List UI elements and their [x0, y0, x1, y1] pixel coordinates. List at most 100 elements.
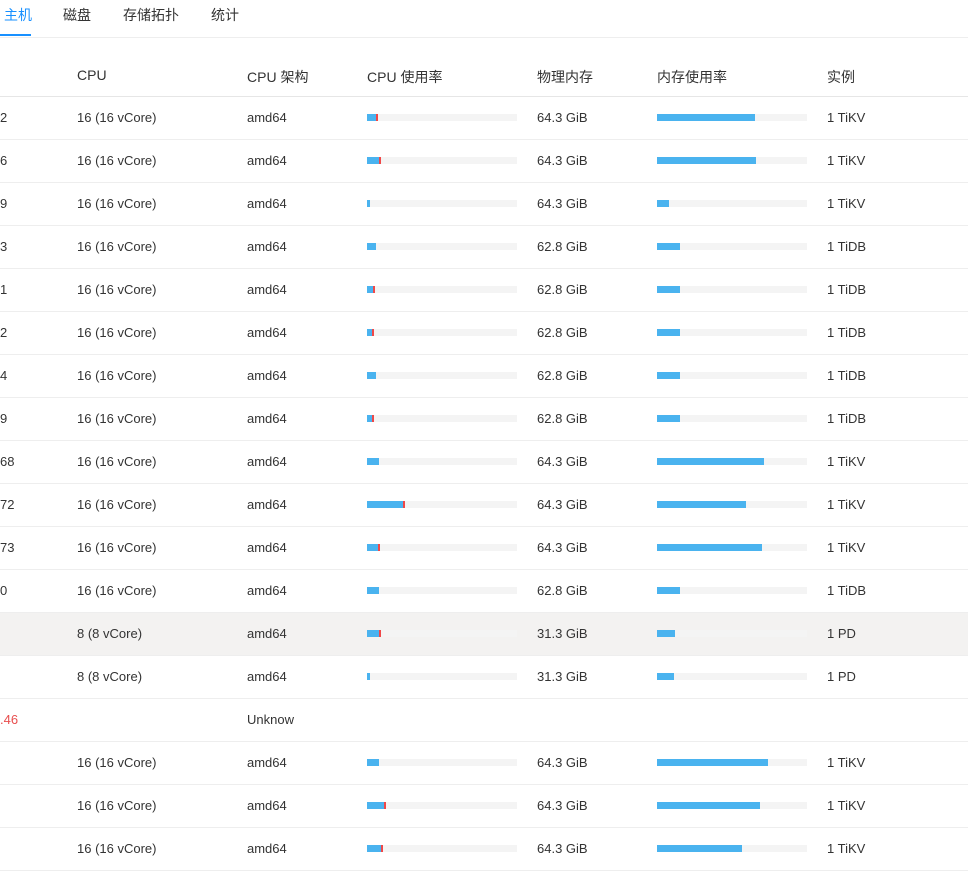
memory-usage-bar	[657, 544, 807, 551]
tab-disks[interactable]: 磁盘	[63, 7, 91, 23]
instance-count: 1 TiKV	[827, 540, 866, 555]
cpu-usage-bar	[367, 759, 517, 766]
table-row[interactable]: 72 16 (16 vCore) amd64 64.3 GiB 1 TiKV	[0, 484, 968, 527]
cpu-architecture: amd64	[247, 755, 287, 770]
cpu-cores: 16 (16 vCore)	[77, 239, 157, 254]
instance-count: 1 TiKV	[827, 454, 866, 469]
cpu-usage-bar	[367, 845, 517, 852]
column-header-memory[interactable]: 物理内存	[537, 69, 593, 85]
cpu-architecture: amd64	[247, 540, 287, 555]
memory-usage-bar	[657, 114, 807, 121]
cpu-cores: 16 (16 vCore)	[77, 282, 157, 297]
host-address: 3	[0, 239, 8, 254]
memory-usage-bar	[657, 587, 807, 594]
physical-memory: 31.3 GiB	[537, 626, 588, 641]
table-row[interactable]: 4 16 (16 vCore) amd64 62.8 GiB 1 TiDB	[0, 355, 968, 398]
cpu-usage-fill	[367, 415, 372, 422]
cpu-cores: 16 (16 vCore)	[77, 454, 157, 469]
table-row[interactable]: 16 (16 vCore) amd64 64.3 GiB 1 TiKV	[0, 828, 968, 871]
tab-bar: 主机 磁盘 存储拓扑 统计	[0, 0, 968, 38]
column-header-cpu-arch[interactable]: CPU 架构	[247, 69, 309, 85]
cpu-cores: 16 (16 vCore)	[77, 755, 157, 770]
memory-usage-bar	[657, 157, 807, 164]
table-row[interactable]: 8 (8 vCore) amd64 31.3 GiB 1 PD	[0, 656, 968, 699]
cpu-architecture: amd64	[247, 153, 287, 168]
table-row[interactable]: 16 (16 vCore) amd64 64.3 GiB 1 TiKV	[0, 785, 968, 828]
host-address: 2	[0, 110, 8, 125]
physical-memory: 64.3 GiB	[537, 755, 588, 770]
memory-usage-fill	[657, 286, 680, 293]
instance-count: 1 PD	[827, 626, 856, 641]
cpu-usage-fill	[367, 501, 403, 508]
memory-usage-bar	[657, 802, 807, 809]
cpu-cores: 16 (16 vCore)	[77, 325, 157, 340]
cpu-cores: 8 (8 vCore)	[77, 669, 143, 684]
memory-usage-bar	[657, 243, 807, 250]
column-header-cpu[interactable]: CPU	[77, 67, 107, 83]
instance-count: 1 TiKV	[827, 497, 866, 512]
cpu-system-usage-fill	[381, 845, 383, 852]
cpu-cores: 8 (8 vCore)	[77, 626, 143, 641]
memory-usage-bar	[657, 286, 807, 293]
memory-usage-bar	[657, 845, 807, 852]
memory-usage-fill	[657, 673, 674, 680]
cpu-usage-fill	[367, 329, 372, 336]
memory-usage-fill	[657, 114, 755, 121]
table-row[interactable]: 68 16 (16 vCore) amd64 64.3 GiB 1 TiKV	[0, 441, 968, 484]
table-row[interactable]: 8 (8 vCore) amd64 31.3 GiB 1 PD	[0, 613, 968, 656]
host-address: 6	[0, 153, 8, 168]
host-address: 2	[0, 325, 8, 340]
memory-usage-fill	[657, 415, 680, 422]
memory-usage-fill	[657, 587, 680, 594]
cpu-usage-bar	[367, 329, 517, 336]
table-row[interactable]: 6 16 (16 vCore) amd64 64.3 GiB 1 TiKV	[0, 140, 968, 183]
physical-memory: 62.8 GiB	[537, 325, 588, 340]
memory-usage-bar	[657, 458, 807, 465]
host-address: 4	[0, 368, 8, 383]
column-header-memory-usage[interactable]: 内存使用率	[657, 69, 727, 85]
cpu-cores: 16 (16 vCore)	[77, 368, 157, 383]
cpu-usage-bar	[367, 114, 517, 121]
table-row[interactable]: 16 (16 vCore) amd64 64.3 GiB 1 TiKV	[0, 742, 968, 785]
physical-memory: 62.8 GiB	[537, 583, 588, 598]
cpu-architecture: amd64	[247, 497, 287, 512]
table-row[interactable]: 73 16 (16 vCore) amd64 64.3 GiB 1 TiKV	[0, 527, 968, 570]
tab-statistics[interactable]: 统计	[211, 7, 239, 23]
instance-count: 1 TiDB	[827, 325, 867, 340]
cpu-architecture: amd64	[247, 110, 287, 125]
table-row[interactable]: 3 16 (16 vCore) amd64 62.8 GiB 1 TiDB	[0, 226, 968, 269]
table-row[interactable]: 2 16 (16 vCore) amd64 64.3 GiB 1 TiKV	[0, 97, 968, 140]
memory-usage-fill	[657, 759, 768, 766]
table-row[interactable]: 2 16 (16 vCore) amd64 62.8 GiB 1 TiDB	[0, 312, 968, 355]
table-row[interactable]: 9 16 (16 vCore) amd64 64.3 GiB 1 TiKV	[0, 183, 968, 226]
tab-hosts[interactable]: 主机	[4, 7, 32, 23]
active-tab-indicator	[0, 34, 31, 36]
instance-count: 1 TiKV	[827, 196, 866, 211]
cpu-architecture: amd64	[247, 411, 287, 426]
tab-storage-topology[interactable]: 存储拓扑	[123, 7, 179, 23]
cpu-architecture: amd64	[247, 454, 287, 469]
memory-usage-fill	[657, 243, 680, 250]
instance-count: 1 TiDB	[827, 583, 867, 598]
cpu-architecture: amd64	[247, 798, 287, 813]
table-row[interactable]: .46 Unknow	[0, 699, 968, 742]
table-row[interactable]: 0 16 (16 vCore) amd64 62.8 GiB 1 TiDB	[0, 570, 968, 613]
instance-count: 1 TiKV	[827, 110, 866, 125]
cpu-architecture: amd64	[247, 325, 287, 340]
instance-count: 1 PD	[827, 669, 856, 684]
physical-memory: 64.3 GiB	[537, 540, 588, 555]
cpu-usage-fill	[367, 587, 379, 594]
physical-memory: 62.8 GiB	[537, 411, 588, 426]
memory-usage-fill	[657, 157, 756, 164]
cpu-system-usage-fill	[376, 114, 378, 121]
cpu-usage-fill	[367, 759, 379, 766]
memory-usage-bar	[657, 673, 807, 680]
table-row[interactable]: 1 16 (16 vCore) amd64 62.8 GiB 1 TiDB	[0, 269, 968, 312]
memory-usage-bar	[657, 501, 807, 508]
cpu-architecture: amd64	[247, 239, 287, 254]
table-row[interactable]: 9 16 (16 vCore) amd64 62.8 GiB 1 TiDB	[0, 398, 968, 441]
column-header-cpu-usage[interactable]: CPU 使用率	[367, 69, 443, 85]
column-header-instance[interactable]: 实例	[827, 69, 855, 85]
host-address: 72	[0, 497, 15, 512]
host-address: 0	[0, 583, 8, 598]
